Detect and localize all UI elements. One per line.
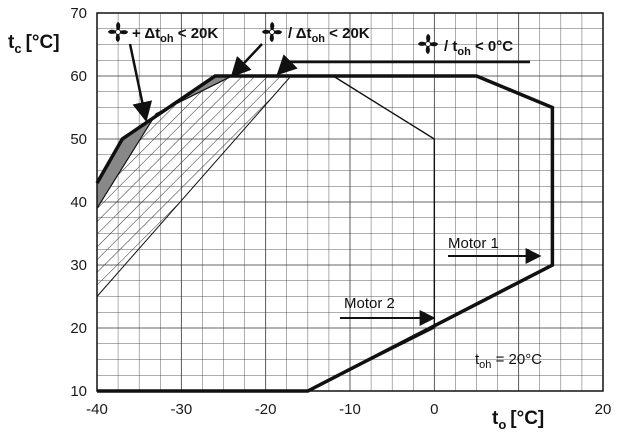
y-tick-label: 60 — [70, 68, 87, 85]
y-tick-label: 70 — [70, 5, 87, 22]
fan-icon — [261, 21, 283, 43]
motor-2-label: Motor 2 — [344, 295, 395, 312]
x-tick-label: 20 — [595, 401, 612, 418]
fan-icon — [107, 21, 129, 43]
y-tick-label: 10 — [70, 383, 87, 400]
motor-1-label: Motor 1 — [448, 235, 499, 252]
legend-fan-delta-toh-20k: + Δtoh < 20K — [107, 21, 218, 45]
legend-fan-slash-delta-toh-20k: / Δtoh < 20K — [261, 21, 370, 45]
legend-fan-slash-toh-0c: / toh < 0°C — [417, 33, 513, 58]
legend-3-label: / toh < 0°C — [444, 38, 513, 58]
y-tick-label: 20 — [70, 320, 87, 337]
x-tick-label: -30 — [170, 401, 192, 418]
plot-frame — [96, 12, 604, 392]
legend-2-label: / Δtoh < 20K — [288, 25, 370, 45]
x-tick-label: -10 — [339, 401, 361, 418]
y-tick-labels: 10 20 30 40 50 60 70 — [70, 5, 87, 400]
y-tick-label: 40 — [70, 194, 87, 211]
x-axis-title: to [°C] — [492, 408, 544, 432]
fan-icon — [417, 33, 439, 55]
x-tick-label: -20 — [255, 401, 277, 418]
legend-1-label: + Δtoh < 20K — [132, 25, 218, 45]
y-tick-label: 30 — [70, 257, 87, 274]
x-tick-labels: -40 -30 -20 -10 0 20 — [86, 401, 611, 418]
y-tick-label: 50 — [70, 131, 87, 148]
envelope-lines — [95, 74, 555, 393]
envelope-motor-2 — [96, 75, 436, 392]
y-axis-title: tc [°C] — [8, 32, 60, 56]
toh-condition-label: toh = 20°C — [475, 351, 542, 371]
x-tick-label: 0 — [430, 401, 438, 418]
legend-leader-lines — [128, 43, 530, 122]
x-tick-label: -40 — [86, 401, 108, 418]
